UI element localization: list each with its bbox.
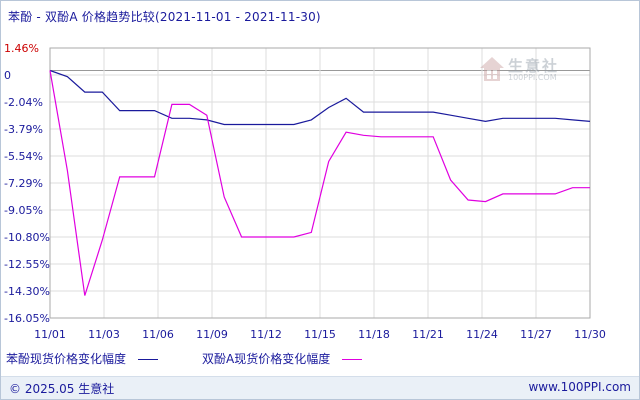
series-lines — [49, 69, 591, 296]
copyright-text: © 2025.05 生意社 — [9, 382, 115, 396]
watermark-brand: 生意社 — [508, 57, 560, 75]
watermark-logo: 生意社 100PPI.COM — [478, 55, 578, 89]
plot-border — [49, 47, 591, 319]
x-tick-label: 11/12 — [250, 328, 282, 341]
x-tick-label: 11/27 — [520, 328, 552, 341]
x-tick-label: 11/03 — [88, 328, 120, 341]
y-tick-label: -9.05% — [4, 204, 43, 217]
chart-title: 苯酚 - 双酚A 价格趋势比较(2021-11-01 - 2021-11-30) — [8, 10, 321, 24]
y-tick-label: -2.04% — [4, 96, 43, 109]
legend-label: 苯酚现货价格变化幅度 — [6, 352, 127, 366]
y-tick-labels: 1.46% 0 -2.04% -3.79% -5.54% -7.29% -9.05% -10.… — [4, 42, 50, 325]
site-link[interactable]: www.100PPI.com — [528, 380, 631, 394]
x-tick-labels: 11/01 11/03 11/06 11/09 11/12 11/15 11/18 11/21… — [34, 328, 606, 341]
x-tick-label: 11/15 — [304, 328, 336, 341]
y-tick-label: -7.29% — [4, 177, 43, 190]
y-tick-label: -14.30% — [4, 285, 50, 298]
y-tick-label: 1.46% — [4, 42, 39, 55]
series-line-bpa — [49, 70, 590, 296]
legend-item-bpa: 双酚A现货价格变化幅度 — [202, 350, 363, 367]
axes — [49, 47, 591, 319]
y-tick-label: -3.79% — [4, 123, 43, 136]
x-tick-label: 11/21 — [412, 328, 444, 341]
legend-label: 双酚A现货价格变化幅度 — [202, 352, 331, 366]
x-tick-label: 11/06 — [142, 328, 174, 341]
x-tick-label: 11/24 — [466, 328, 498, 341]
legend-item-phenol: 苯酚现货价格变化幅度 — [6, 350, 158, 367]
y-tick-label: -12.55% — [4, 258, 50, 271]
y-tick-label: -10.80% — [4, 231, 50, 244]
x-tick-label: 11/30 — [574, 328, 606, 341]
y-tick-label: -5.54% — [4, 150, 43, 163]
x-tick-label: 11/09 — [196, 328, 228, 341]
y-tick-label: 0 — [4, 69, 11, 82]
watermark-sub: 100PPI.COM — [508, 73, 557, 82]
x-tick-label: 11/18 — [358, 328, 390, 341]
y-tick-label: -16.05% — [4, 312, 50, 325]
house-logo-icon — [480, 57, 504, 81]
legend-swatch — [137, 359, 158, 360]
legend-swatch — [342, 359, 363, 360]
footer-bar: © 2025.05 生意社 www.100PPI.com — [1, 376, 639, 399]
x-tick-label: 11/01 — [34, 328, 66, 341]
series-line-phenol — [49, 69, 591, 126]
